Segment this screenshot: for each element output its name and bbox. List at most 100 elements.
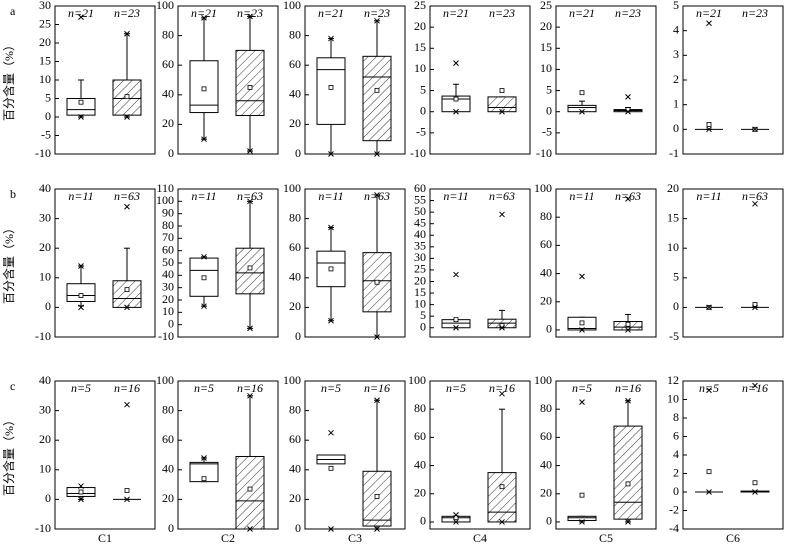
extreme [78, 114, 84, 120]
n-label: n=16 [742, 381, 768, 395]
plot-frame [682, 380, 784, 530]
y-tick-label: 35 [414, 239, 426, 253]
extreme [124, 304, 130, 311]
y-tick-label: 40 [289, 462, 301, 476]
box [66, 98, 96, 116]
y-tick-label: 3 [673, 47, 679, 61]
y-tick-label: 0 [673, 484, 679, 498]
y-tick-label: 90 [162, 205, 174, 219]
mean [499, 484, 505, 490]
y-tick-label: 0 [168, 316, 174, 330]
plot-frame [54, 188, 156, 338]
y-tick-label: 40 [162, 87, 174, 101]
y-tick-label: 100 [156, 193, 174, 207]
extreme [201, 253, 207, 260]
extreme [453, 512, 459, 518]
y-tick-label: 20 [540, 486, 552, 500]
y-tick-label: 40 [39, 181, 51, 195]
y-tick-label: 2 [673, 465, 679, 479]
n-label: n=11 [443, 189, 468, 203]
extreme [374, 334, 380, 340]
y-tick-label: 60 [289, 432, 301, 446]
y-tick-label: -5 [669, 329, 679, 343]
mean [579, 320, 585, 326]
extreme [247, 148, 253, 154]
y-tick-label: 5 [673, 0, 679, 12]
extreme [453, 60, 459, 66]
extreme [453, 519, 459, 525]
n-label: n=5 [321, 381, 341, 395]
y-tick-label: 20 [39, 432, 51, 446]
mean [247, 486, 253, 492]
plot-frame [177, 380, 279, 530]
y-tick-label: 15 [414, 40, 426, 54]
extreme [453, 324, 459, 331]
n-label: n=23 [489, 6, 515, 20]
mean [499, 88, 505, 93]
y-tick-label: -10 [536, 146, 552, 160]
n-label: n=23 [615, 6, 641, 20]
y-tick-label: -10 [35, 521, 51, 535]
y-tick-label: 30 [39, 0, 51, 12]
extreme [499, 211, 505, 218]
n-label: n=5 [194, 381, 214, 395]
box [613, 425, 643, 520]
y-tick-label: 0 [45, 109, 51, 123]
y-tick-label: -10 [35, 329, 51, 343]
y-tick-label: 1 [673, 96, 679, 110]
extreme [78, 14, 84, 20]
extreme [706, 304, 712, 311]
extreme [201, 136, 207, 143]
y-tick-label: 10 [39, 72, 51, 86]
y-tick-label: 45 [414, 215, 426, 229]
y-tick-label: 60 [289, 240, 301, 254]
mean [706, 469, 712, 475]
y-tick-label: 40 [414, 457, 426, 471]
extreme [752, 489, 758, 495]
y-tick-label: 110 [156, 181, 174, 195]
mean [453, 96, 459, 102]
y-tick-label: 60 [162, 57, 174, 71]
plot-frame [555, 5, 657, 155]
extreme [124, 114, 130, 120]
y-tick-label: 20 [414, 273, 426, 287]
y-tick-label: 20 [667, 181, 679, 195]
y-tick-label: 0 [673, 299, 679, 313]
y-tick-label: 100 [283, 0, 301, 12]
n-label: n=63 [114, 189, 140, 203]
y-tick-label: 100 [283, 373, 301, 387]
y-tick-label: 80 [162, 27, 174, 41]
y-tick-label: 0 [420, 320, 426, 334]
extreme [453, 271, 459, 278]
plot-frame [555, 380, 657, 530]
extreme [752, 200, 758, 207]
x-axis-label: C1 [98, 531, 112, 545]
n-label: n=21 [191, 6, 217, 20]
extreme [625, 108, 631, 115]
extreme [374, 17, 380, 24]
mean [579, 90, 585, 96]
y-tick-label: 0 [673, 121, 679, 135]
y-tick-label: 0 [546, 103, 552, 117]
y-tick-label: 80 [162, 218, 174, 232]
n-label: n=16 [489, 381, 515, 395]
y-tick-label: -10 [410, 146, 426, 160]
extreme [78, 304, 84, 311]
mean [706, 122, 712, 127]
y-tick-label: -1 [669, 146, 679, 160]
n-label: n=21 [696, 6, 722, 20]
mean [453, 317, 459, 323]
y-tick-label: 5 [420, 308, 426, 322]
y-tick-label: 0 [45, 491, 51, 505]
mean [201, 86, 207, 92]
extreme [201, 455, 207, 461]
extreme [374, 151, 380, 157]
extreme [706, 126, 712, 133]
y-tick-label: 60 [540, 429, 552, 443]
y-tick-label: 5 [673, 270, 679, 284]
box [316, 57, 346, 125]
plot-frame [429, 5, 531, 155]
y-tick-label: 40 [414, 227, 426, 241]
extreme [499, 519, 505, 525]
x-axis-label: C6 [726, 531, 740, 545]
